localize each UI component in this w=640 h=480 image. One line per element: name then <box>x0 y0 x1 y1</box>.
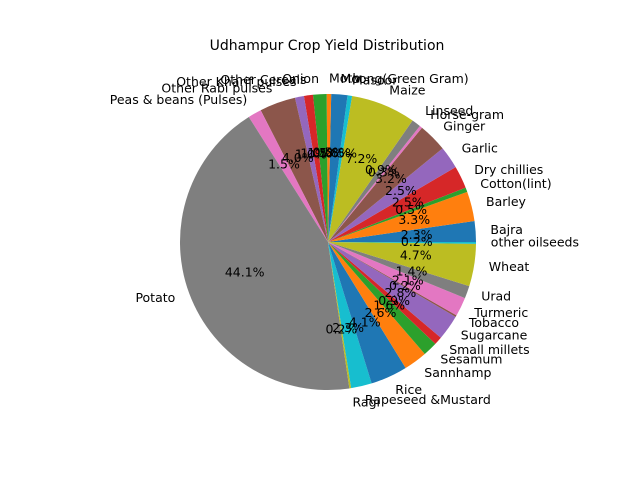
label-garlic: Garlic <box>462 141 498 156</box>
pct-dry-chillies: 2.5% <box>392 195 424 210</box>
slice-other-cereals <box>303 94 328 243</box>
slice-sugarcane <box>328 242 456 338</box>
slice-masoor <box>328 95 353 242</box>
pie-slices <box>179 94 477 391</box>
pct-tobacco: 0.2% <box>389 278 421 293</box>
pct-urad: 1.4% <box>396 264 428 279</box>
pct-garlic: 2.5% <box>385 183 417 198</box>
slice-rice <box>328 242 406 384</box>
pct-sannhamp: 2.6% <box>365 305 397 320</box>
pct-turmeric: 2.1% <box>392 272 424 287</box>
slice-sannhamp <box>328 242 425 368</box>
label-sesamum: Sesamum <box>440 351 502 366</box>
pct-small-millets: 0.9% <box>378 293 410 308</box>
label-other-cereals: Other Cereals <box>220 72 306 87</box>
label-other-rabi-pulses: Other Rabi pulses <box>161 81 272 96</box>
slice-linseed <box>328 120 420 242</box>
pct-other-rabi-pulses: 4.0% <box>282 150 314 165</box>
label-other-oilseeds: other oilseeds <box>491 235 579 250</box>
label-bajra: Bajra <box>490 222 523 237</box>
pct-sesamum: 1.6% <box>373 298 405 313</box>
pct-wheat: 4.7% <box>400 247 432 262</box>
slice-bajra <box>328 221 476 242</box>
pct-ginger: 3.2% <box>375 171 407 186</box>
label-onion: Onion <box>282 71 319 86</box>
slice-potato <box>179 116 350 391</box>
slice-sesamum <box>328 242 436 354</box>
label-other-kharif-pulses: Other Kharif pulses <box>176 74 296 89</box>
label-wheat: Wheat <box>489 259 530 274</box>
pct-maize: 7.2% <box>346 151 378 166</box>
label-small-millets: Small millets <box>449 342 529 357</box>
label-ginger: Ginger <box>443 119 486 134</box>
pct-moth: 0.5% <box>313 145 345 160</box>
slice-labels: Bajra Barley Cotton(lint)Dry chillies Garli… <box>110 71 579 410</box>
pct-potato: 44.1% <box>225 264 265 279</box>
slice-wheat <box>328 242 476 287</box>
slice-onion <box>312 94 328 242</box>
slice-maize <box>328 95 413 242</box>
label-turmeric: Turmeric <box>473 305 528 320</box>
label-potato: Potato <box>135 290 175 305</box>
pct-masoor: 0.5% <box>325 146 357 161</box>
label-dry-chillies: Dry chillies <box>474 162 543 177</box>
label-peas-beans-pulses: Peas & beans (Pulses) <box>110 92 248 107</box>
slice-dry-chillies <box>328 167 466 242</box>
slice-tobacco <box>328 242 457 317</box>
pct-horse-gram: 0.3% <box>368 164 400 179</box>
pct-peas-beans-pulses: 1.5% <box>268 156 300 171</box>
slice-moth <box>326 94 332 242</box>
label-sugarcane: Sugarcane <box>461 328 528 343</box>
pct-other-cereals: 1.0% <box>300 146 332 161</box>
slice-percentages: 2.3%3.3%0.5%2.5%2.5%3.2%0.3%0.9%7.2%0.5%… <box>225 145 433 337</box>
label-urad: Urad <box>481 289 511 304</box>
slice-moong-green-gram <box>328 94 348 242</box>
pct-moong-green-gram: 1.8% <box>319 145 351 160</box>
label-ragi: Ragi <box>353 394 380 409</box>
pct-other-kharif-pulses: 1.0% <box>295 146 327 161</box>
slice-cotton-lint <box>328 187 468 242</box>
pct-rapeseed-mustard: 2.3% <box>332 320 364 335</box>
pct-cotton-lint: 0.5% <box>395 202 427 217</box>
slice-ginger <box>328 127 443 242</box>
label-moong-green-gram: Moong(Green Gram) <box>341 71 469 86</box>
label-rice: Rice <box>395 382 422 397</box>
slice-peas-beans-pulses <box>248 110 328 242</box>
pct-barley: 3.3% <box>398 212 430 227</box>
pct-ragi: 0.2% <box>326 321 358 336</box>
pct-onion: 1.5% <box>307 145 339 160</box>
slice-horse-gram <box>328 125 422 242</box>
label-tobacco: Tobacco <box>468 315 519 330</box>
label-moth: Moth <box>329 71 360 86</box>
slice-small-millets <box>328 242 441 344</box>
label-linseed: Linseed <box>425 103 473 118</box>
pct-sugarcane: 2.8% <box>385 285 417 300</box>
slice-ragi <box>328 242 352 389</box>
slice-other-rabi-pulses <box>260 97 328 243</box>
label-rapeseed-mustard: Rapeseed &Mustard <box>365 392 491 407</box>
pct-rice: 4.1% <box>349 314 381 329</box>
slice-garlic <box>328 148 456 242</box>
chart-title: Udhampur Crop Yield Distribution <box>210 38 445 54</box>
pct-other-oilseeds: 0.2% <box>401 234 433 249</box>
label-horse-gram: Horse-gram <box>430 107 504 122</box>
slice-rapeseed-mustard <box>328 242 372 389</box>
slice-turmeric <box>328 242 465 316</box>
pct-linseed: 0.9% <box>365 162 397 177</box>
label-cotton-lint: Cotton(lint) <box>480 176 551 191</box>
slice-other-oilseeds <box>328 242 477 244</box>
label-sannhamp: Sannhamp <box>424 365 491 380</box>
slice-barley <box>328 191 475 242</box>
slice-other-kharif-pulses <box>294 95 328 242</box>
label-masoor: Masoor <box>352 73 398 88</box>
pct-bajra: 2.3% <box>401 227 433 242</box>
slice-urad <box>328 242 470 299</box>
label-maize: Maize <box>389 83 425 98</box>
label-barley: Barley <box>486 194 527 209</box>
